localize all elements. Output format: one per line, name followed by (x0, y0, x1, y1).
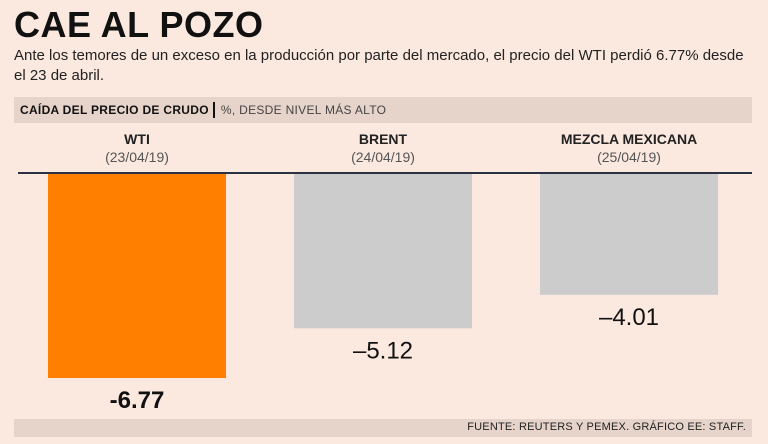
data-label: –4.01 (599, 304, 659, 331)
category-date: (25/04/19) (597, 149, 661, 165)
data-label: -6.77 (110, 387, 165, 414)
source-text: FUENTE: REUTERS Y PEMEX. GRÁFICO EE: STA… (467, 421, 746, 433)
header-unit: %, DESDE NIVEL MÁS ALTO (220, 103, 387, 117)
data-label: –5.12 (353, 337, 413, 364)
bar (540, 174, 718, 295)
chart-header-bar: CAÍDA DEL PRECIO DE CRUDO %, DESDE NIVEL… (14, 97, 752, 123)
bar (294, 174, 472, 329)
category-label: BRENT (359, 131, 408, 147)
bars-group: WTI (23/04/19) -6.77 BRENT (24/04/19) –5.12 ME… (48, 131, 718, 414)
header-divider (212, 102, 215, 118)
category-date: (24/04/19) (351, 149, 415, 165)
category-date: (23/04/19) (105, 149, 169, 165)
source-footer: FUENTE: REUTERS Y PEMEX. GRÁFICO EE: STA… (14, 419, 752, 437)
header-label: CAÍDA DEL PRECIO DE CRUDO (20, 103, 209, 117)
category-label: MEZCLA MEXICANA (561, 131, 697, 147)
bar (48, 174, 226, 378)
category-label: WTI (124, 131, 150, 147)
chart-title: CAE AL POZO (14, 4, 264, 45)
chart-subtitle: Ante los temores de un exceso en la prod… (14, 47, 744, 84)
